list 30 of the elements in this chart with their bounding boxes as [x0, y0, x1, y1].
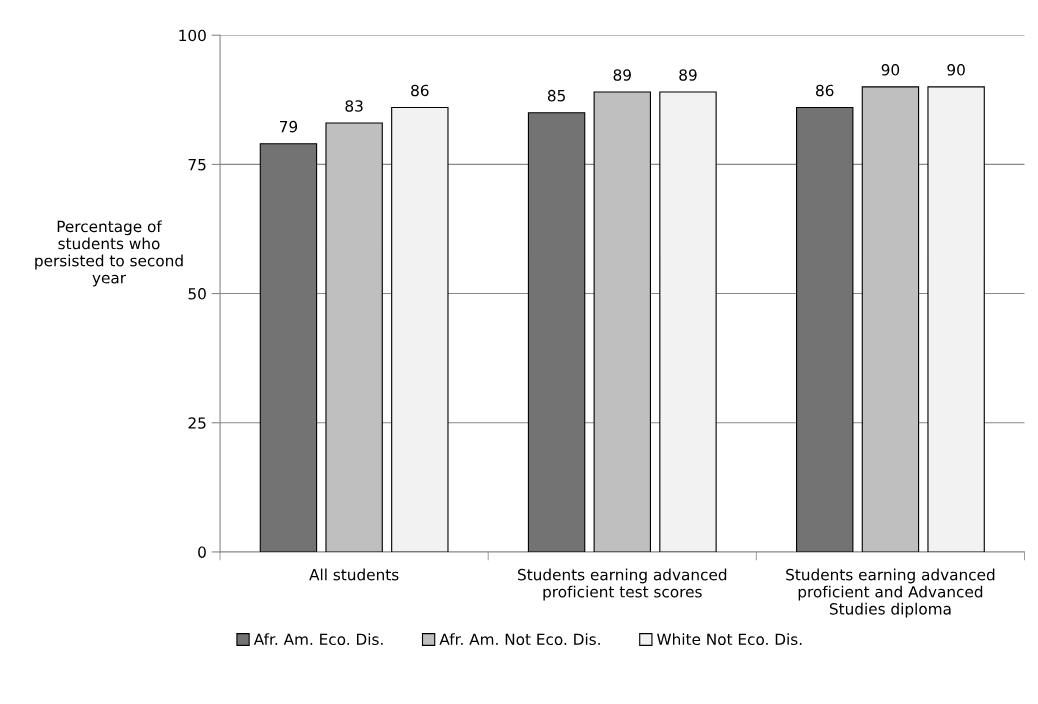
legend-label: Afr. Am. Eco. Dis.: [253, 633, 383, 646]
y-axis-title: Percentage of students who persisted to second year: [35, 220, 183, 287]
data-label: 85: [547, 89, 565, 102]
legend-label: White Not Eco. Dis.: [657, 633, 802, 646]
y-tick-label: 50: [188, 288, 206, 300]
bar: [796, 106, 854, 552]
data-label: 86: [816, 84, 834, 97]
data-label: 79: [279, 120, 298, 133]
legend-label: Afr. Am. Not Eco. Dis.: [439, 633, 600, 646]
data-label: 90: [947, 64, 965, 76]
data-label: 89: [613, 69, 631, 81]
x-tick-label: Students earning advanced proficient test scores: [518, 568, 727, 601]
bar: [861, 86, 920, 552]
data-label: 89: [679, 69, 697, 81]
y-tick-label: 0: [198, 546, 206, 558]
data-label: 86: [411, 84, 429, 97]
bar: [927, 86, 985, 552]
data-label: 90: [881, 64, 900, 76]
bar: [259, 143, 318, 552]
bar: [659, 91, 717, 552]
bar: [527, 112, 586, 552]
data-label: 83: [345, 100, 363, 112]
bar: [593, 91, 651, 552]
y-tick-label: 100: [179, 29, 206, 42]
y-tick-label: 75: [188, 159, 206, 171]
y-tick-label: 25: [188, 417, 206, 429]
bar: [325, 122, 383, 552]
x-tick-label: All students: [309, 568, 399, 581]
x-tick-label: Students earning advanced proficient and Advanced Studies diploma: [786, 568, 995, 618]
bar: [391, 106, 449, 552]
